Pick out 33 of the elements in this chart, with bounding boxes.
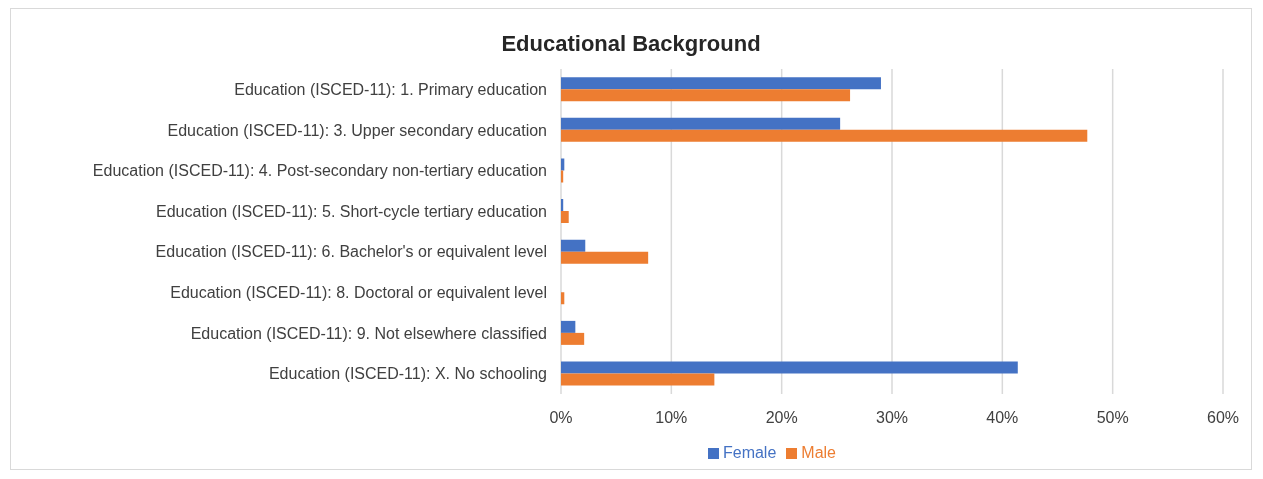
bar: [561, 320, 576, 333]
x-tick-label: 60%: [1206, 409, 1240, 427]
x-tick-label: 50%: [1096, 409, 1129, 427]
x-tick-label: 20%: [765, 409, 798, 427]
x-tick-label: 40%: [986, 409, 1019, 427]
y-tick-label: Education (ISCED-11): 3. Upper secondary education: [167, 121, 547, 139]
bar: [561, 129, 1088, 142]
legend-label: Male: [801, 444, 837, 461]
chart-title: Educational Background: [500, 30, 762, 58]
y-tick-label: Education (ISCED-11): 5. Short-cycle tertiary education: [156, 202, 547, 220]
x-tick-label: 30%: [875, 409, 909, 427]
bar: [561, 361, 1018, 374]
bar: [561, 117, 841, 130]
bar: [561, 199, 564, 211]
y-tick-label: Education (ISCED-11): 1. Primary education: [234, 80, 547, 98]
bar: [561, 77, 881, 90]
bar: [561, 170, 564, 183]
y-tick-label: Education (ISCED-11): 6. Bachelor's or equivalent level: [155, 243, 547, 261]
y-tick-label: Education (ISCED-11): 4. Post-secondary non-tertiary education: [92, 162, 547, 180]
legend-label: Female: [722, 444, 777, 461]
bar: [561, 239, 586, 252]
bar: [561, 89, 851, 102]
bar: [561, 373, 715, 386]
y-tick-label: Education (ISCED-11): 8. Doctoral or equivalent level: [170, 284, 547, 302]
bar: [561, 251, 649, 264]
y-tick-label: Education (ISCED-11): 9. Not elsewhere classified: [190, 324, 547, 342]
bar: [561, 332, 585, 345]
x-tick-label: 0%: [549, 409, 573, 427]
x-tick-label: 10%: [655, 409, 688, 427]
bar: [561, 158, 565, 171]
y-tick-label: Education (ISCED-11): X. No schooling: [268, 365, 547, 383]
bar: [561, 211, 569, 223]
bar: [561, 292, 565, 305]
